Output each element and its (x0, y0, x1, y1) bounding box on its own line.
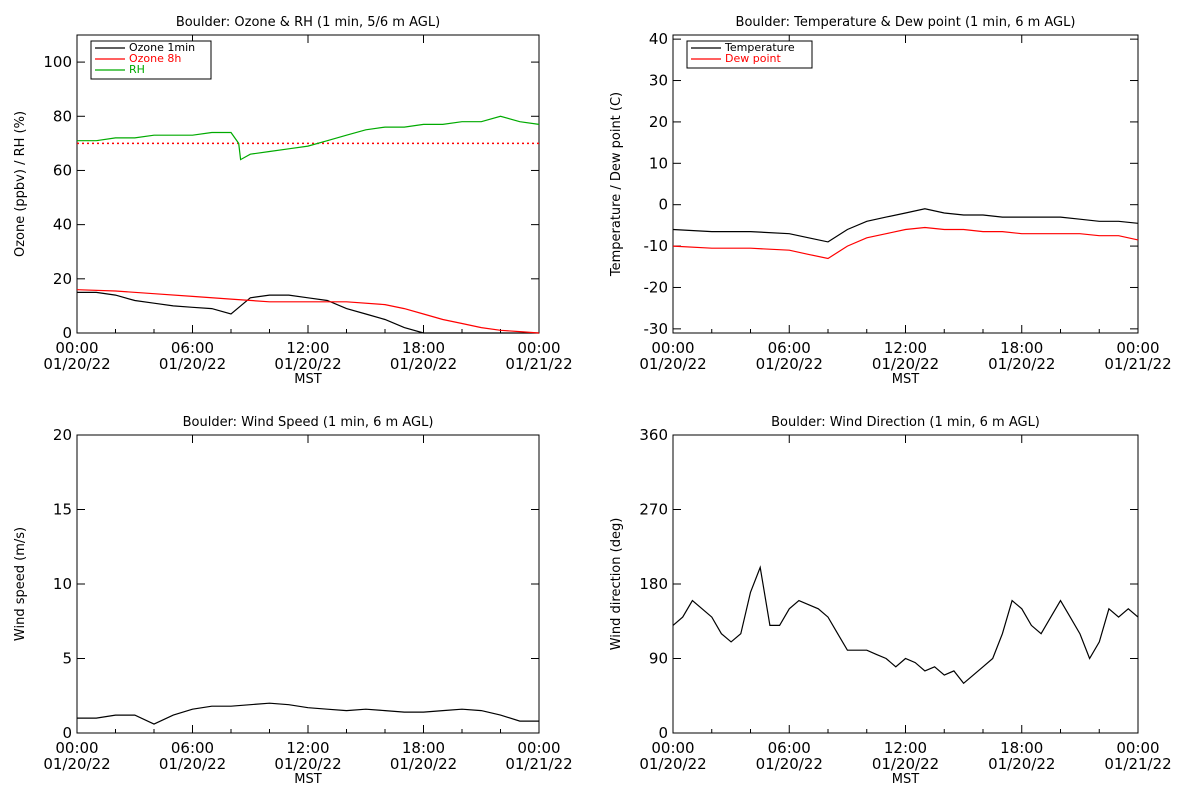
legend-entry: Ozone 1min (129, 41, 195, 54)
x-tick-00-0120-time: 00:00 (55, 739, 98, 757)
y-tick-label: 40 (53, 216, 72, 234)
y-tick-label: 360 (639, 426, 668, 444)
series-line-0-0 (77, 291, 539, 334)
chart-title: Boulder: Temperature & Dew point (1 min,… (736, 15, 1076, 30)
plot-frame (672, 34, 1139, 334)
x-tick-18-0120-date: 01/20/22 (988, 755, 1055, 773)
y-tick-label: 15 (53, 501, 72, 519)
x-tick-00-0121-time: 00:00 (517, 339, 560, 357)
x-tick-06-0120-date: 01/20/22 (159, 755, 226, 773)
x-tick-00-0121-date: 01/21/22 (1104, 755, 1171, 773)
chart-panel-1: Boulder: Temperature & Dew point (1 min,… (609, 15, 1172, 387)
y-tick-label: 20 (53, 426, 72, 444)
x-tick-18-0120-time: 18:00 (1000, 739, 1043, 757)
chart-panel-0: Boulder: Ozone & RH (1 min, 5/6 m AGL) Oz… (13, 15, 573, 387)
x-tick-00-0121-date: 01/21/22 (505, 755, 572, 773)
x-tick-00-0120-date: 01/20/22 (639, 355, 706, 373)
x-tick-06-0120-date: 01/20/22 (756, 755, 823, 773)
y-tick-label: 0 (658, 724, 668, 742)
plot-frame (76, 434, 540, 734)
x-tick-06-0120-time: 06:00 (171, 739, 214, 757)
x-tick-00-0120-date: 01/20/22 (43, 755, 110, 773)
y-tick-label: 180 (639, 575, 668, 593)
legend-entry: Ozone 8h (129, 52, 181, 65)
x-tick-18-0120-date: 01/20/22 (390, 755, 457, 773)
x-tick-00-0120-date: 01/20/22 (639, 755, 706, 773)
x-tick-12-0120-time: 12:00 (884, 739, 927, 757)
y-tick-label: 0 (62, 724, 72, 742)
x-tick-12-0120-date: 01/20/22 (274, 755, 341, 773)
y-tick-label: 0 (658, 196, 668, 214)
chart-panel-2: Boulder: Wind Speed (1 min, 6 m AGL) Wind… (13, 415, 573, 787)
y-tick-label: 100 (43, 53, 72, 71)
x-tick-18-0120-time: 18:00 (402, 339, 445, 357)
legend-entry: RH (129, 63, 145, 76)
x-tick-00-0121-time: 00:00 (517, 739, 560, 757)
legend-entry: Dew point (725, 52, 781, 65)
x-tick-00-0121-date: 01/21/22 (505, 355, 572, 373)
y-axis-label: Ozone (ppbv) / RH (%) (13, 111, 28, 257)
x-tick-00-0120-time: 00:00 (55, 339, 98, 357)
x-tick-18-0120-date: 01/20/22 (988, 355, 1055, 373)
plot-frame (76, 34, 540, 334)
y-tick-label: -30 (644, 320, 669, 338)
y-axis-label: Wind speed (m/s) (13, 527, 28, 641)
x-axis-label: MST (892, 372, 919, 387)
series-line-1-0 (672, 208, 1139, 243)
x-tick-12-0120-time: 12:00 (286, 739, 329, 757)
chart-panel-3: Boulder: Wind Direction (1 min, 6 m AGL)… (609, 415, 1172, 787)
x-axis-label: MST (294, 372, 321, 387)
x-tick-18-0120-date: 01/20/22 (390, 355, 457, 373)
chart-title: Boulder: Ozone & RH (1 min, 5/6 m AGL) (176, 15, 440, 30)
chart-title: Boulder: Wind Direction (1 min, 6 m AGL) (771, 415, 1040, 430)
legend-box (90, 40, 212, 80)
y-tick-label: 10 (649, 154, 668, 172)
y-tick-label: 60 (53, 161, 72, 179)
x-axis-label: MST (294, 772, 321, 787)
legend-entry: Temperature (724, 41, 795, 54)
x-axis-label: MST (892, 772, 919, 787)
legend-box (686, 40, 813, 69)
y-tick-label: -10 (644, 237, 669, 255)
y-axis-label: Temperature / Dew point (C) (609, 92, 624, 277)
y-tick-label: 80 (53, 107, 72, 125)
chart-title: Boulder: Wind Speed (1 min, 6 m AGL) (183, 415, 434, 430)
x-tick-06-0120-date: 01/20/22 (756, 355, 823, 373)
plot-frame (672, 434, 1139, 734)
x-tick-00-0121-time: 00:00 (1116, 339, 1159, 357)
x-tick-00-0121-time: 00:00 (1116, 739, 1159, 757)
x-tick-00-0120-time: 00:00 (651, 739, 694, 757)
x-tick-06-0120-time: 06:00 (768, 739, 811, 757)
x-tick-06-0120-time: 06:00 (171, 339, 214, 357)
series-line-0-2 (77, 115, 540, 161)
x-tick-12-0120-date: 01/20/22 (872, 755, 939, 773)
y-tick-label: 270 (639, 501, 668, 519)
y-tick-label: -20 (644, 278, 669, 296)
x-tick-12-0120-time: 12:00 (884, 339, 927, 357)
y-tick-label: 30 (649, 72, 668, 90)
y-tick-label: 0 (62, 324, 72, 342)
x-tick-06-0120-time: 06:00 (768, 339, 811, 357)
x-tick-18-0120-time: 18:00 (402, 739, 445, 757)
y-tick-label: 40 (649, 30, 668, 48)
series-line-2-0 (77, 702, 539, 725)
y-tick-label: 20 (649, 113, 668, 131)
x-tick-00-0121-date: 01/21/22 (1104, 355, 1171, 373)
y-axis-label: Wind direction (deg) (609, 518, 624, 651)
y-tick-label: 10 (53, 575, 72, 593)
series-line-0-1 (76, 289, 540, 334)
y-tick-label: 90 (649, 650, 668, 668)
x-tick-12-0120-date: 01/20/22 (872, 355, 939, 373)
series-line-3-0 (672, 565, 1139, 685)
series-line-1-1 (672, 226, 1139, 260)
x-tick-12-0120-date: 01/20/22 (274, 355, 341, 373)
x-tick-12-0120-time: 12:00 (286, 339, 329, 357)
x-tick-18-0120-time: 18:00 (1000, 339, 1043, 357)
x-tick-00-0120-date: 01/20/22 (43, 355, 110, 373)
x-tick-06-0120-date: 01/20/22 (159, 355, 226, 373)
y-tick-label: 5 (62, 650, 72, 668)
x-tick-00-0120-time: 00:00 (651, 339, 694, 357)
y-tick-label: 20 (53, 270, 72, 288)
